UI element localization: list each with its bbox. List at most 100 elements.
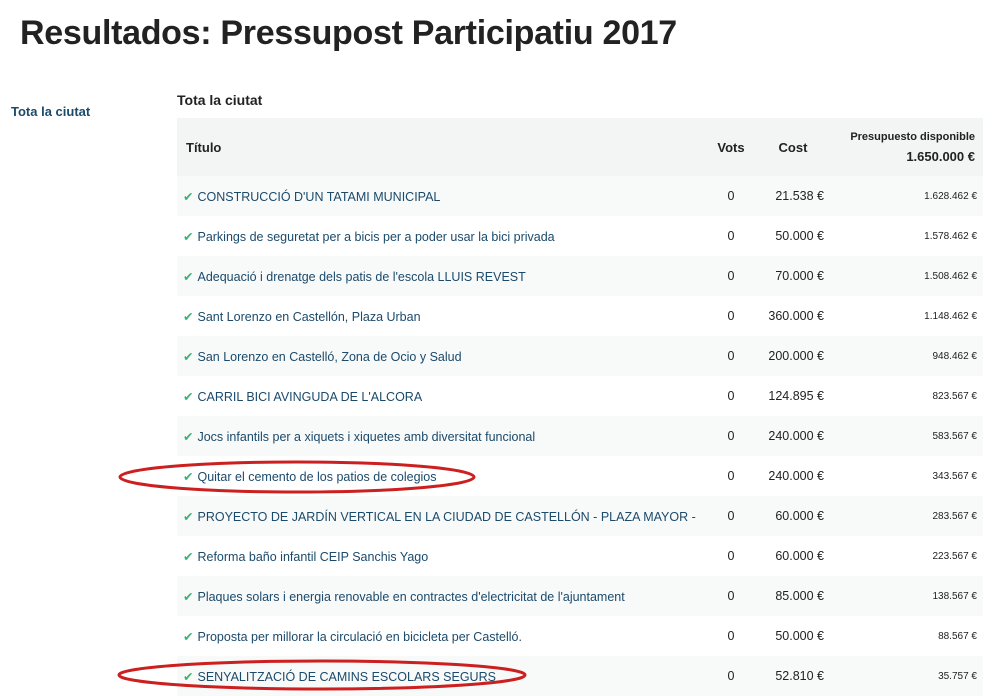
table-row: ✔ San Lorenzo en Castelló, Zona de Ocio y… (177, 336, 983, 376)
project-link[interactable]: Sant Lorenzo en Castellón, Plaza Urban (197, 309, 421, 324)
project-cell: ✔ Adequació i drenatge dels patis de l'es… (177, 256, 700, 296)
table-row: ✔ Proposta per millorar la circulació en … (177, 616, 983, 656)
project-link[interactable]: CONSTRUCCIÓ D'UN TATAMI MUNICIPAL (197, 189, 441, 204)
cost-cell: 60.000 € (775, 549, 824, 563)
table-row: ✔ CARRIL BICI AVINGUDA DE L'ALCORA 0 124.… (177, 376, 983, 416)
header-budget: Presupuesto disponible 1.650.000 € (824, 118, 983, 176)
project-cell: ✔ Jocs infantils per a xiquets i xiquetes… (177, 416, 700, 456)
header-votes: Vots (717, 139, 745, 155)
votes-cell: 0 (727, 349, 735, 363)
sidebar-item-tota-la-ciutat[interactable]: Tota la ciutat (11, 104, 91, 119)
project-cell: ✔ Reforma baño infantil CEIP Sanchis Yago (177, 536, 700, 576)
remaining-cell: 283.567 € (932, 510, 978, 522)
remaining-cell: 1.148.462 € (924, 310, 977, 322)
table-row: ✔ Plaques solars i energia renovable en c… (177, 576, 983, 616)
remaining-cell: 948.462 € (932, 350, 978, 362)
cost-cell: 70.000 € (775, 269, 824, 283)
remaining-cell: 223.567 € (932, 550, 978, 562)
table-row: ✔ SENYALITZACIÓ DE CAMINS ESCOLARS SEGURS… (177, 656, 983, 696)
checkmark-icon: ✔ (183, 269, 194, 284)
cost-cell: 50.000 € (775, 629, 824, 643)
checkmark-icon: ✔ (183, 589, 194, 604)
remaining-cell: 583.567 € (932, 430, 978, 442)
remaining-cell: 343.567 € (932, 470, 978, 482)
votes-cell: 0 (727, 309, 735, 323)
table-row: ✔ Sant Lorenzo en Castellón, Plaza Urban … (177, 296, 983, 336)
votes-cell: 0 (727, 469, 735, 483)
results-table: Título Vots Cost Presupuesto disponible … (177, 118, 983, 696)
header-budget-total: 1.650.000 € (906, 149, 975, 164)
header-cost: Cost (778, 139, 808, 155)
votes-cell: 0 (727, 269, 735, 283)
project-link[interactable]: Proposta per millorar la circulació en b… (197, 629, 522, 644)
cost-cell: 60.000 € (775, 509, 824, 523)
project-cell: ✔ Quitar el cemento de los patios de cole… (177, 456, 700, 496)
cost-cell: 200.000 € (768, 349, 824, 363)
cost-cell: 240.000 € (768, 469, 824, 483)
votes-cell: 0 (727, 589, 735, 603)
project-link[interactable]: Plaques solars i energia renovable en co… (197, 589, 625, 604)
remaining-cell: 88.567 € (938, 630, 977, 642)
cost-cell: 240.000 € (768, 429, 824, 443)
project-cell: ✔ SENYALITZACIÓ DE CAMINS ESCOLARS SEGURS (177, 656, 700, 696)
checkmark-icon: ✔ (183, 629, 194, 644)
votes-cell: 0 (727, 429, 735, 443)
votes-cell: 0 (727, 669, 735, 683)
remaining-cell: 138.567 € (932, 590, 978, 602)
project-cell: ✔ CARRIL BICI AVINGUDA DE L'ALCORA (177, 376, 700, 416)
checkmark-icon: ✔ (183, 469, 194, 484)
remaining-cell: 1.508.462 € (924, 270, 977, 282)
project-link[interactable]: Adequació i drenatge dels patis de l'esc… (197, 269, 526, 284)
project-cell: ✔ Proposta per millorar la circulació en … (177, 616, 700, 656)
cost-cell: 21.538 € (775, 189, 824, 203)
checkmark-icon: ✔ (183, 389, 194, 404)
checkmark-icon: ✔ (183, 549, 194, 564)
project-link[interactable]: Jocs infantils per a xiquets i xiquetes … (197, 429, 536, 444)
project-link[interactable]: PROYECTO DE JARDÍN VERTICAL EN LA CIUDAD… (197, 509, 696, 524)
project-link[interactable]: Reforma baño infantil CEIP Sanchis Yago (197, 549, 429, 564)
votes-cell: 0 (727, 509, 735, 523)
checkmark-icon: ✔ (183, 509, 194, 524)
header-title: Título (186, 139, 222, 155)
checkmark-icon: ✔ (183, 309, 194, 324)
checkmark-icon: ✔ (183, 189, 194, 204)
checkmark-icon: ✔ (183, 229, 194, 244)
checkmark-icon: ✔ (183, 429, 194, 444)
cost-cell: 52.810 € (775, 669, 824, 683)
project-link[interactable]: CARRIL BICI AVINGUDA DE L'ALCORA (197, 389, 423, 404)
votes-cell: 0 (727, 189, 735, 203)
checkmark-icon: ✔ (183, 349, 194, 364)
table-row: ✔ Parkings de seguretat per a bicis per a… (177, 216, 983, 256)
project-cell: ✔ PROYECTO DE JARDÍN VERTICAL EN LA CIUDA… (177, 496, 700, 536)
remaining-cell: 1.628.462 € (924, 190, 977, 202)
header-budget-label: Presupuesto disponible (850, 131, 975, 143)
remaining-cell: 35.757 € (938, 670, 977, 682)
remaining-cell: 1.578.462 € (924, 230, 977, 242)
project-cell: ✔ Parkings de seguretat per a bicis per a… (177, 216, 700, 256)
project-cell: ✔ Sant Lorenzo en Castellón, Plaza Urban (177, 296, 700, 336)
cost-cell: 50.000 € (775, 229, 824, 243)
project-link[interactable]: San Lorenzo en Castelló, Zona de Ocio y … (197, 349, 462, 364)
project-cell: ✔ CONSTRUCCIÓ D'UN TATAMI MUNICIPAL (177, 176, 700, 216)
project-link[interactable]: SENYALITZACIÓ DE CAMINS ESCOLARS SEGURS (197, 669, 496, 684)
project-link[interactable]: Quitar el cemento de los patios de coleg… (197, 469, 437, 484)
table-row: ✔ Adequació i drenatge dels patis de l'es… (177, 256, 983, 296)
section-title: Tota la ciutat (177, 92, 263, 108)
table-row: ✔ PROYECTO DE JARDÍN VERTICAL EN LA CIUDA… (177, 496, 983, 536)
page-title: Resultados: Pressupost Participatiu 2017 (20, 14, 677, 52)
cost-cell: 85.000 € (775, 589, 824, 603)
cost-cell: 124.895 € (768, 389, 824, 403)
cost-cell: 360.000 € (768, 309, 824, 323)
table-header-row: Título Vots Cost Presupuesto disponible … (177, 118, 983, 176)
checkmark-icon: ✔ (183, 669, 194, 684)
table-row: ✔ Jocs infantils per a xiquets i xiquetes… (177, 416, 983, 456)
table-row: ✔ CONSTRUCCIÓ D'UN TATAMI MUNICIPAL 0 21.… (177, 176, 983, 216)
votes-cell: 0 (727, 629, 735, 643)
remaining-cell: 823.567 € (932, 390, 978, 402)
project-link[interactable]: Parkings de seguretat per a bicis per a … (197, 229, 555, 244)
votes-cell: 0 (727, 389, 735, 403)
votes-cell: 0 (727, 549, 735, 563)
table-row: ✔ Quitar el cemento de los patios de cole… (177, 456, 983, 496)
votes-cell: 0 (727, 229, 735, 243)
project-cell: ✔ Plaques solars i energia renovable en c… (177, 576, 700, 616)
